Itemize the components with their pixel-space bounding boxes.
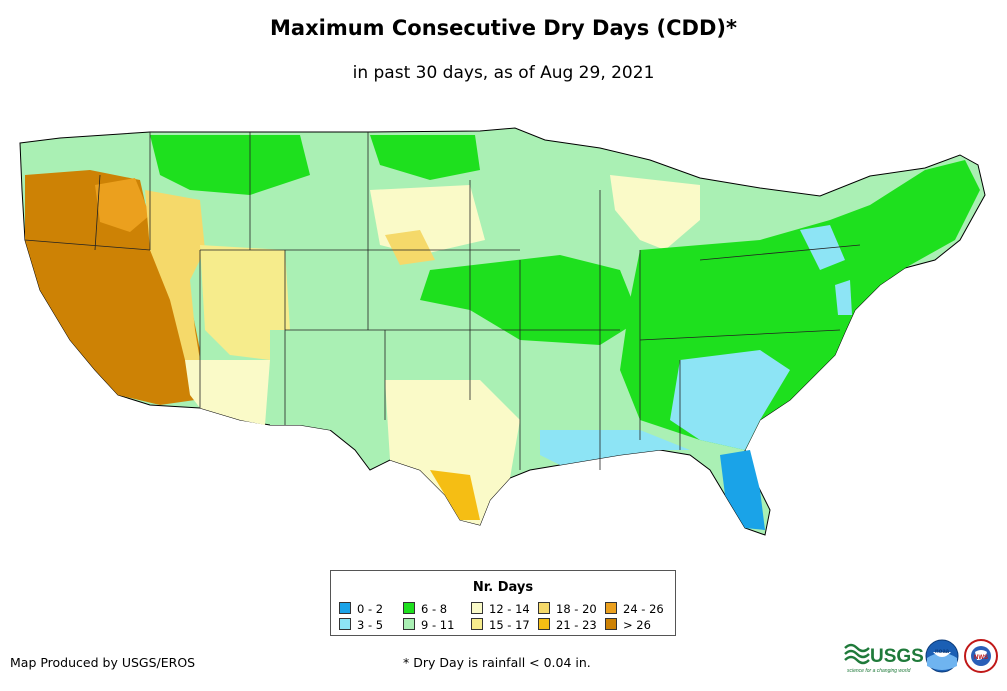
legend-swatch <box>403 618 415 630</box>
legend-label: 24 - 26 <box>623 602 664 616</box>
usgs-logo: USGS science for a changing world <box>844 643 924 674</box>
region-15-17-utah <box>200 245 290 360</box>
legend-swatch <box>403 602 415 614</box>
legend-swatch <box>538 618 550 630</box>
region-18-20-interior-west <box>145 190 205 360</box>
legend-item: 15 - 17 <box>471 618 530 632</box>
legend-item: 3 - 5 <box>339 618 383 632</box>
region-0-2-florida <box>720 450 765 530</box>
legend-box: Nr. Days 0 - 2 3 - 5 6 - 8 9 - 11 12 - 1… <box>330 570 676 636</box>
legend-swatch <box>471 618 483 630</box>
legend-label: 0 - 2 <box>357 602 384 616</box>
agency-logos: USGS science for a changing world noaa N… <box>844 639 998 674</box>
legend-title: Nr. Days <box>472 580 534 595</box>
region-18-20-plains <box>385 230 435 265</box>
region-6-8-central <box>420 255 640 345</box>
usgs-tagline: science for a changing world <box>847 668 911 674</box>
legend-swatch <box>339 602 351 614</box>
legend-swatch <box>605 602 617 614</box>
region-6-8-dakotas <box>370 135 480 180</box>
region-3-5-gulf <box>540 430 690 465</box>
legend-label: > 26 <box>623 618 651 632</box>
region-9-11-nm <box>270 330 385 430</box>
map-title: Maximum Consecutive Dry Days (CDD)* <box>270 16 737 40</box>
legend-label: 12 - 14 <box>489 602 530 616</box>
legend-label: 3 - 5 <box>357 618 384 632</box>
legend-swatch <box>471 602 483 614</box>
legend-item: 9 - 11 <box>403 618 454 632</box>
region-6-8-montana <box>150 135 310 195</box>
nws-logo: NWS <box>964 639 998 673</box>
region-12-14-texas <box>385 380 520 525</box>
cdd-regions <box>19 127 986 536</box>
region-21-23-texas <box>430 470 480 520</box>
legend-item: > 26 <box>605 618 651 632</box>
nws-text: NWS <box>974 655 988 661</box>
usgs-text: USGS <box>870 646 924 667</box>
region-12-14-arizona <box>185 360 270 425</box>
noaa-logo: noaa <box>925 639 959 673</box>
legend-swatch <box>339 618 351 630</box>
legend-item: 12 - 14 <box>471 602 530 616</box>
legend-item: 21 - 23 <box>538 618 597 632</box>
usgs-wave-icon <box>844 643 870 665</box>
legend-label: 6 - 8 <box>421 602 448 616</box>
dry-day-footnote: * Dry Day is rainfall < 0.04 in. <box>403 655 591 670</box>
region-3-5-midatlantic <box>800 225 845 270</box>
region-12-14-michigan <box>610 175 700 250</box>
legend-label: 21 - 23 <box>556 618 597 632</box>
producer-credit: Map Produced by USGS/EROS <box>10 655 196 670</box>
region-3-5-southeast <box>670 350 790 450</box>
legend-label: 15 - 17 <box>489 618 530 632</box>
legend-item: 0 - 2 <box>339 602 383 616</box>
region-24-26-oregon <box>95 178 150 232</box>
legend-item: 18 - 20 <box>538 602 597 616</box>
legend-item: 6 - 8 <box>403 602 447 616</box>
legend-item: 24 - 26 <box>605 602 664 616</box>
legend-swatch <box>538 602 550 614</box>
legend-label: 9 - 11 <box>421 618 455 632</box>
noaa-text: noaa <box>935 649 950 655</box>
map-subtitle: in past 30 days, as of Aug 29, 2021 <box>352 63 655 83</box>
region-3-5-delmarva <box>835 280 852 315</box>
legend-label: 18 - 20 <box>556 602 597 616</box>
legend-swatch <box>605 618 617 630</box>
state-boundaries <box>24 132 861 470</box>
